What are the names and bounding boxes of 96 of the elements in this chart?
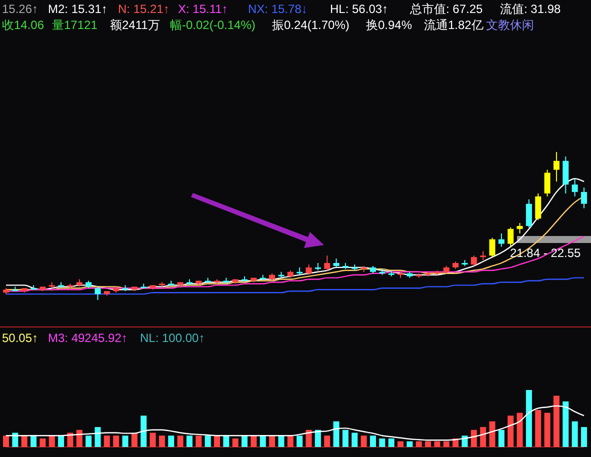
bar	[214, 436, 220, 447]
candlestick	[516, 222, 523, 234]
bar	[360, 436, 367, 447]
bar	[269, 436, 276, 447]
bar	[58, 436, 64, 447]
text: 量17121	[52, 18, 98, 32]
bar	[204, 436, 211, 447]
bar	[122, 436, 128, 447]
candlestick	[324, 255, 330, 271]
candlestick	[535, 192, 542, 221]
bar	[223, 436, 230, 447]
bar	[388, 438, 394, 447]
bar	[104, 436, 110, 447]
bar	[232, 438, 238, 447]
bar	[186, 436, 192, 447]
bar	[370, 436, 376, 447]
text: NX: 15.78↓	[248, 2, 308, 16]
bar	[581, 427, 587, 447]
text: 收14.06	[2, 18, 44, 32]
bar	[489, 421, 496, 447]
text: 流值: 31.98	[500, 2, 562, 16]
bar	[168, 436, 174, 447]
bar	[3, 436, 9, 447]
bar	[40, 438, 46, 447]
text: X: 15.11↑	[178, 2, 228, 16]
bar	[425, 441, 432, 447]
candlestick	[498, 232, 504, 248]
bar	[250, 436, 257, 447]
bar	[562, 401, 569, 447]
bar	[131, 432, 138, 447]
candlestick	[489, 237, 496, 258]
candlestick	[553, 152, 560, 182]
bar	[416, 441, 422, 447]
bar	[398, 441, 404, 447]
bar	[572, 421, 578, 447]
bar	[242, 436, 248, 447]
candlestick	[544, 169, 550, 197]
candlestick	[581, 187, 587, 209]
text: M3: 49245.92↑	[48, 331, 128, 345]
bar	[196, 436, 202, 447]
bar	[260, 436, 266, 447]
bar	[67, 432, 74, 447]
bar	[140, 416, 147, 447]
bar	[324, 436, 330, 447]
bar	[113, 436, 120, 447]
candlestick	[470, 255, 477, 266]
bar	[94, 427, 101, 447]
candlestick	[306, 264, 312, 276]
text: 总市值: 67.25	[409, 2, 484, 16]
text: 15.26↑	[2, 2, 38, 16]
bar	[21, 436, 28, 447]
bar	[333, 421, 340, 447]
bar	[306, 430, 312, 447]
bar	[406, 441, 413, 447]
bar	[296, 436, 303, 447]
text: M2: 15.31↑	[48, 2, 108, 16]
bar	[480, 427, 486, 447]
text: HL: 56.03↑	[330, 2, 388, 16]
bar	[553, 396, 560, 447]
bar	[516, 412, 523, 447]
text: NL: 100.00↑	[140, 331, 205, 345]
bar	[544, 412, 550, 447]
bar	[150, 432, 156, 447]
bar	[498, 430, 504, 447]
bar	[12, 432, 18, 447]
candlestick	[572, 178, 578, 197]
text: N: 15.21↑	[118, 2, 170, 16]
text: 幅-0.02(-0.14%)	[170, 18, 256, 32]
text: 换0.94%	[366, 18, 412, 32]
bar	[526, 390, 532, 447]
bar	[158, 436, 165, 447]
bar	[508, 416, 514, 447]
text: 振0.24(1.70%)	[272, 18, 350, 32]
bar	[443, 441, 450, 447]
bar	[177, 436, 184, 447]
bar	[352, 432, 358, 447]
bar	[48, 436, 55, 447]
bar	[76, 430, 82, 447]
text: 额2411万	[110, 18, 160, 32]
candlestick	[94, 286, 101, 300]
bar	[379, 438, 386, 447]
text: 流通1.82亿	[424, 18, 484, 32]
text: 50.05↑	[2, 331, 38, 345]
bar	[535, 410, 542, 447]
text: 文教休闲	[486, 18, 534, 32]
candlestick	[562, 156, 569, 194]
bar	[314, 430, 321, 447]
bar	[278, 436, 284, 447]
bar	[342, 430, 348, 447]
bar	[287, 436, 294, 447]
candlestick	[526, 198, 532, 228]
bar	[86, 436, 92, 447]
bar	[30, 436, 37, 447]
candlestick	[508, 226, 514, 248]
bar	[434, 441, 440, 447]
bar	[470, 430, 477, 447]
